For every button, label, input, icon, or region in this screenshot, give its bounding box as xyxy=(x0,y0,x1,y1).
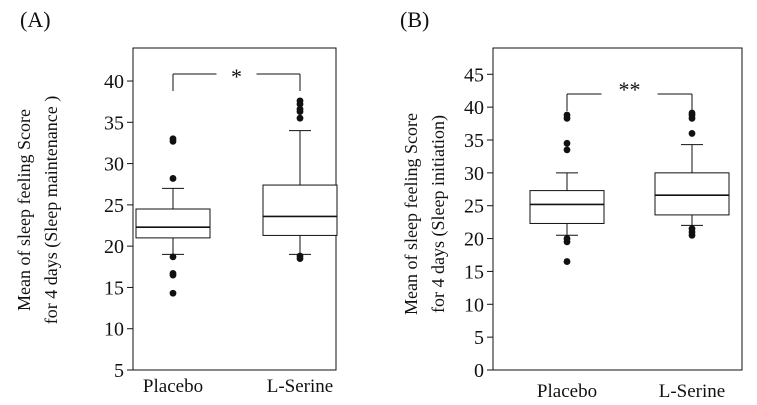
outlier-point xyxy=(296,105,304,113)
x-tick-label: Placebo xyxy=(143,376,203,397)
outlier-point xyxy=(169,253,177,261)
outlier-point xyxy=(169,289,177,297)
significance-bracket xyxy=(172,73,301,91)
y-axis-title: Mean of sleep feeling Score xyxy=(401,113,421,315)
y-tick-label: 20 xyxy=(464,229,484,251)
y-tick-label: 40 xyxy=(464,97,484,119)
y-tick-label: 30 xyxy=(464,163,484,185)
y-tick-label: 5 xyxy=(114,360,124,382)
outlier-point xyxy=(688,130,696,137)
y-tick-label: 30 xyxy=(104,154,124,176)
y-tick-label: 40 xyxy=(104,71,124,93)
x-tick-label: Placebo xyxy=(537,381,597,402)
x-tick-label: L-Serine xyxy=(659,381,725,402)
iqr-box xyxy=(529,190,605,224)
panel-b: (B) Mean of sleep feeling Score for 4 days… xyxy=(400,7,743,402)
y-tick-label: 10 xyxy=(464,294,484,316)
outlier-point xyxy=(563,235,571,242)
y-tick-label: 15 xyxy=(104,277,124,299)
outlier-point xyxy=(169,270,177,277)
box-l-serine xyxy=(654,109,730,239)
panel-label: (B) xyxy=(400,7,429,32)
y-tick-label: 10 xyxy=(104,319,124,341)
iqr-box xyxy=(262,184,338,236)
y-axis-title: for 4 days (Sleep initiation) xyxy=(428,115,449,313)
panel-a: (A) Mean of sleep feeling Score for 4 days… xyxy=(14,7,338,397)
y-tick-label: 5 xyxy=(474,327,484,349)
y-tick-label: 35 xyxy=(104,112,124,134)
x-tick-label: L-Serine xyxy=(267,376,333,397)
outlier-point xyxy=(563,139,571,147)
y-tick-label: 25 xyxy=(104,195,124,217)
y-tick-label: 15 xyxy=(464,261,484,283)
outlier-point xyxy=(563,258,571,265)
box-placebo xyxy=(529,111,605,265)
outlier-point xyxy=(169,135,177,143)
y-axis-title: for 4 days (Sleep maintenance ) xyxy=(41,96,62,324)
outlier-point xyxy=(563,146,571,154)
panel-label: (A) xyxy=(20,7,51,32)
y-tick-label: 25 xyxy=(464,196,484,218)
box-placebo xyxy=(135,135,211,297)
iqr-box xyxy=(135,208,211,239)
iqr-box xyxy=(654,172,730,216)
y-tick-label: 20 xyxy=(104,236,124,258)
outlier-point xyxy=(169,175,177,182)
outlier-point xyxy=(296,252,304,260)
box-l-serine xyxy=(262,97,338,262)
y-tick-label: 45 xyxy=(464,64,484,86)
outlier-point xyxy=(296,114,304,122)
significance-marker: * xyxy=(231,64,242,89)
plot-frame xyxy=(492,47,743,371)
outlier-point xyxy=(563,111,571,119)
y-tick-label: 35 xyxy=(464,130,484,152)
y-axis-title: Mean of sleep feeling Score xyxy=(14,109,34,311)
outlier-point xyxy=(688,225,696,233)
significance-bracket xyxy=(566,93,693,111)
significance-marker: ** xyxy=(619,77,641,102)
y-tick-label: 0 xyxy=(474,360,484,382)
outlier-point xyxy=(296,97,304,105)
outlier-point xyxy=(688,109,696,117)
